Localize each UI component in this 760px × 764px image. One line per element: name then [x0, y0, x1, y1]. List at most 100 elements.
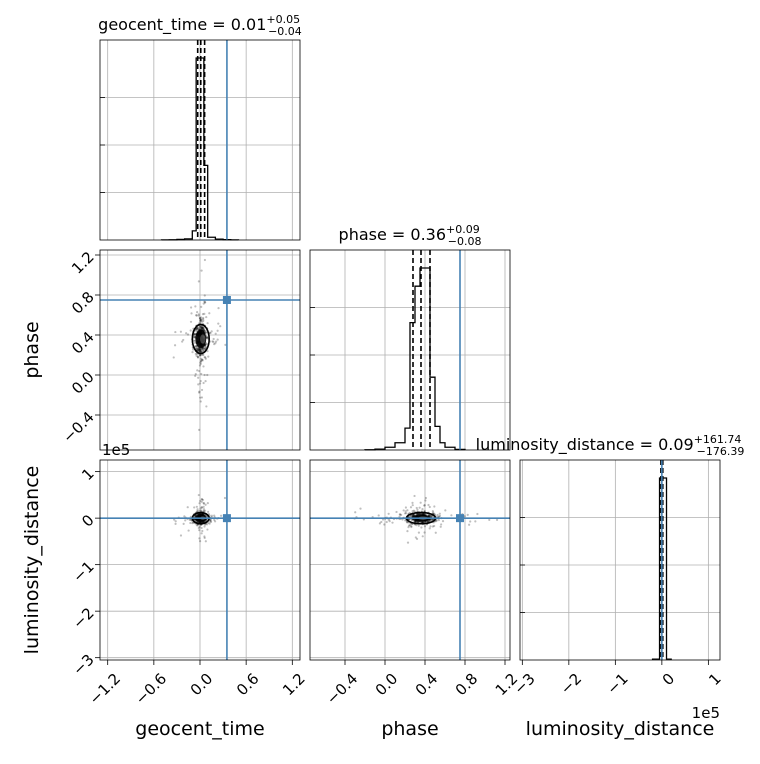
sample-point: [202, 347, 205, 350]
sample-point: [202, 508, 206, 511]
sample-point: [195, 347, 198, 350]
sample-point: [203, 300, 206, 303]
text-layer: geocent_time = 0.01+0.05 −0.04 phase = 0.3…: [21, 13, 744, 740]
sample-point: [213, 518, 216, 521]
sample-point: [216, 338, 219, 341]
sample-point: [430, 515, 433, 518]
sample-point: [423, 504, 426, 507]
sample-point: [378, 522, 382, 525]
sample-point: [199, 357, 203, 360]
x-tick-label: 1: [705, 670, 724, 689]
x-tick-label: 0.6: [233, 670, 263, 700]
sample-point: [198, 348, 201, 351]
sample-point: [412, 509, 415, 512]
sample-point: [359, 507, 362, 510]
sample-point: [199, 319, 202, 322]
sample-point: [415, 537, 419, 540]
sample-point: [196, 347, 199, 350]
sample-point: [201, 358, 204, 361]
sample-point: [190, 306, 193, 309]
sample-point: [214, 342, 217, 345]
y-tick-label: −2: [69, 604, 97, 632]
sample-point: [198, 317, 202, 320]
sample-point: [431, 510, 434, 513]
sample-point: [189, 320, 193, 323]
sample-point: [189, 521, 192, 525]
sample-point: [206, 337, 209, 340]
sample-point: [197, 314, 200, 317]
sample-point: [212, 340, 215, 343]
sample-point: [201, 320, 204, 323]
sample-point: [191, 351, 194, 354]
sample-point: [213, 520, 217, 523]
sample-point: [415, 506, 418, 510]
sample-point: [198, 349, 201, 353]
sample-point: [198, 391, 201, 394]
sample-point: [213, 343, 216, 346]
sample-point: [193, 336, 196, 339]
sample-point: [201, 529, 204, 533]
sample-point: [441, 520, 445, 523]
x-tick-label: −3: [510, 670, 538, 698]
sample-point: [197, 313, 200, 316]
sample-point: [202, 348, 205, 352]
sample-point: [203, 346, 207, 349]
sample-point: [437, 519, 441, 522]
sample-point: [196, 524, 199, 527]
sample-point: [428, 527, 431, 530]
sample-point: [198, 525, 201, 528]
sample-point: [197, 376, 200, 379]
sample-point: [199, 320, 202, 323]
sample-point: [415, 524, 418, 527]
sample-point: [424, 496, 428, 500]
sample-point: [210, 514, 213, 517]
sample-point: [418, 506, 421, 509]
sample-point: [200, 532, 203, 535]
sample-point: [209, 520, 213, 524]
sample-point: [200, 506, 204, 509]
sample-point: [431, 525, 434, 528]
sample-point: [411, 504, 414, 507]
sample-point: [195, 505, 198, 508]
sample-point: [196, 311, 199, 314]
y-tick-label: 0.4: [68, 328, 98, 358]
sample-point: [427, 513, 430, 517]
scatter-phase-luminosity_distance: [310, 460, 510, 660]
sample-point: [198, 326, 201, 329]
sample-point: [205, 343, 208, 346]
sample-point: [199, 350, 203, 353]
panel-frame-geocent_time: [99, 39, 301, 241]
sample-point: [408, 511, 411, 515]
sample-point: [463, 515, 466, 518]
sample-point: [181, 340, 184, 343]
sample-point: [198, 316, 201, 319]
panel-frame-luminosity_distance: [519, 459, 721, 661]
sample-point: [182, 338, 185, 342]
sample-point: [202, 316, 205, 320]
sample-point: [198, 347, 201, 351]
sample-point: [202, 328, 205, 331]
sample-point: [202, 505, 205, 508]
x-tick-label: −1: [603, 670, 631, 698]
sample-point: [202, 353, 205, 357]
sample-point: [198, 354, 201, 357]
sample-point: [202, 325, 205, 329]
sample-point: [201, 327, 204, 330]
panel-frame-phase-luminosity_distance: [309, 459, 511, 661]
sample-point: [198, 390, 201, 393]
sample-point: [208, 312, 211, 315]
sample-point: [203, 535, 206, 538]
sample-point: [204, 356, 207, 359]
grid-layer: [100, 40, 720, 660]
sample-point: [198, 509, 201, 512]
sample-point: [404, 510, 407, 513]
sample-point: [172, 356, 175, 359]
sample-point: [197, 327, 200, 330]
y-axis-label-luminosity_distance: luminosity_distance: [21, 466, 43, 655]
sample-point: [199, 350, 202, 354]
x-tick-label: 0.0: [187, 670, 217, 700]
sample-point: [207, 510, 210, 513]
sample-point: [204, 503, 207, 506]
sample-point: [224, 343, 227, 346]
